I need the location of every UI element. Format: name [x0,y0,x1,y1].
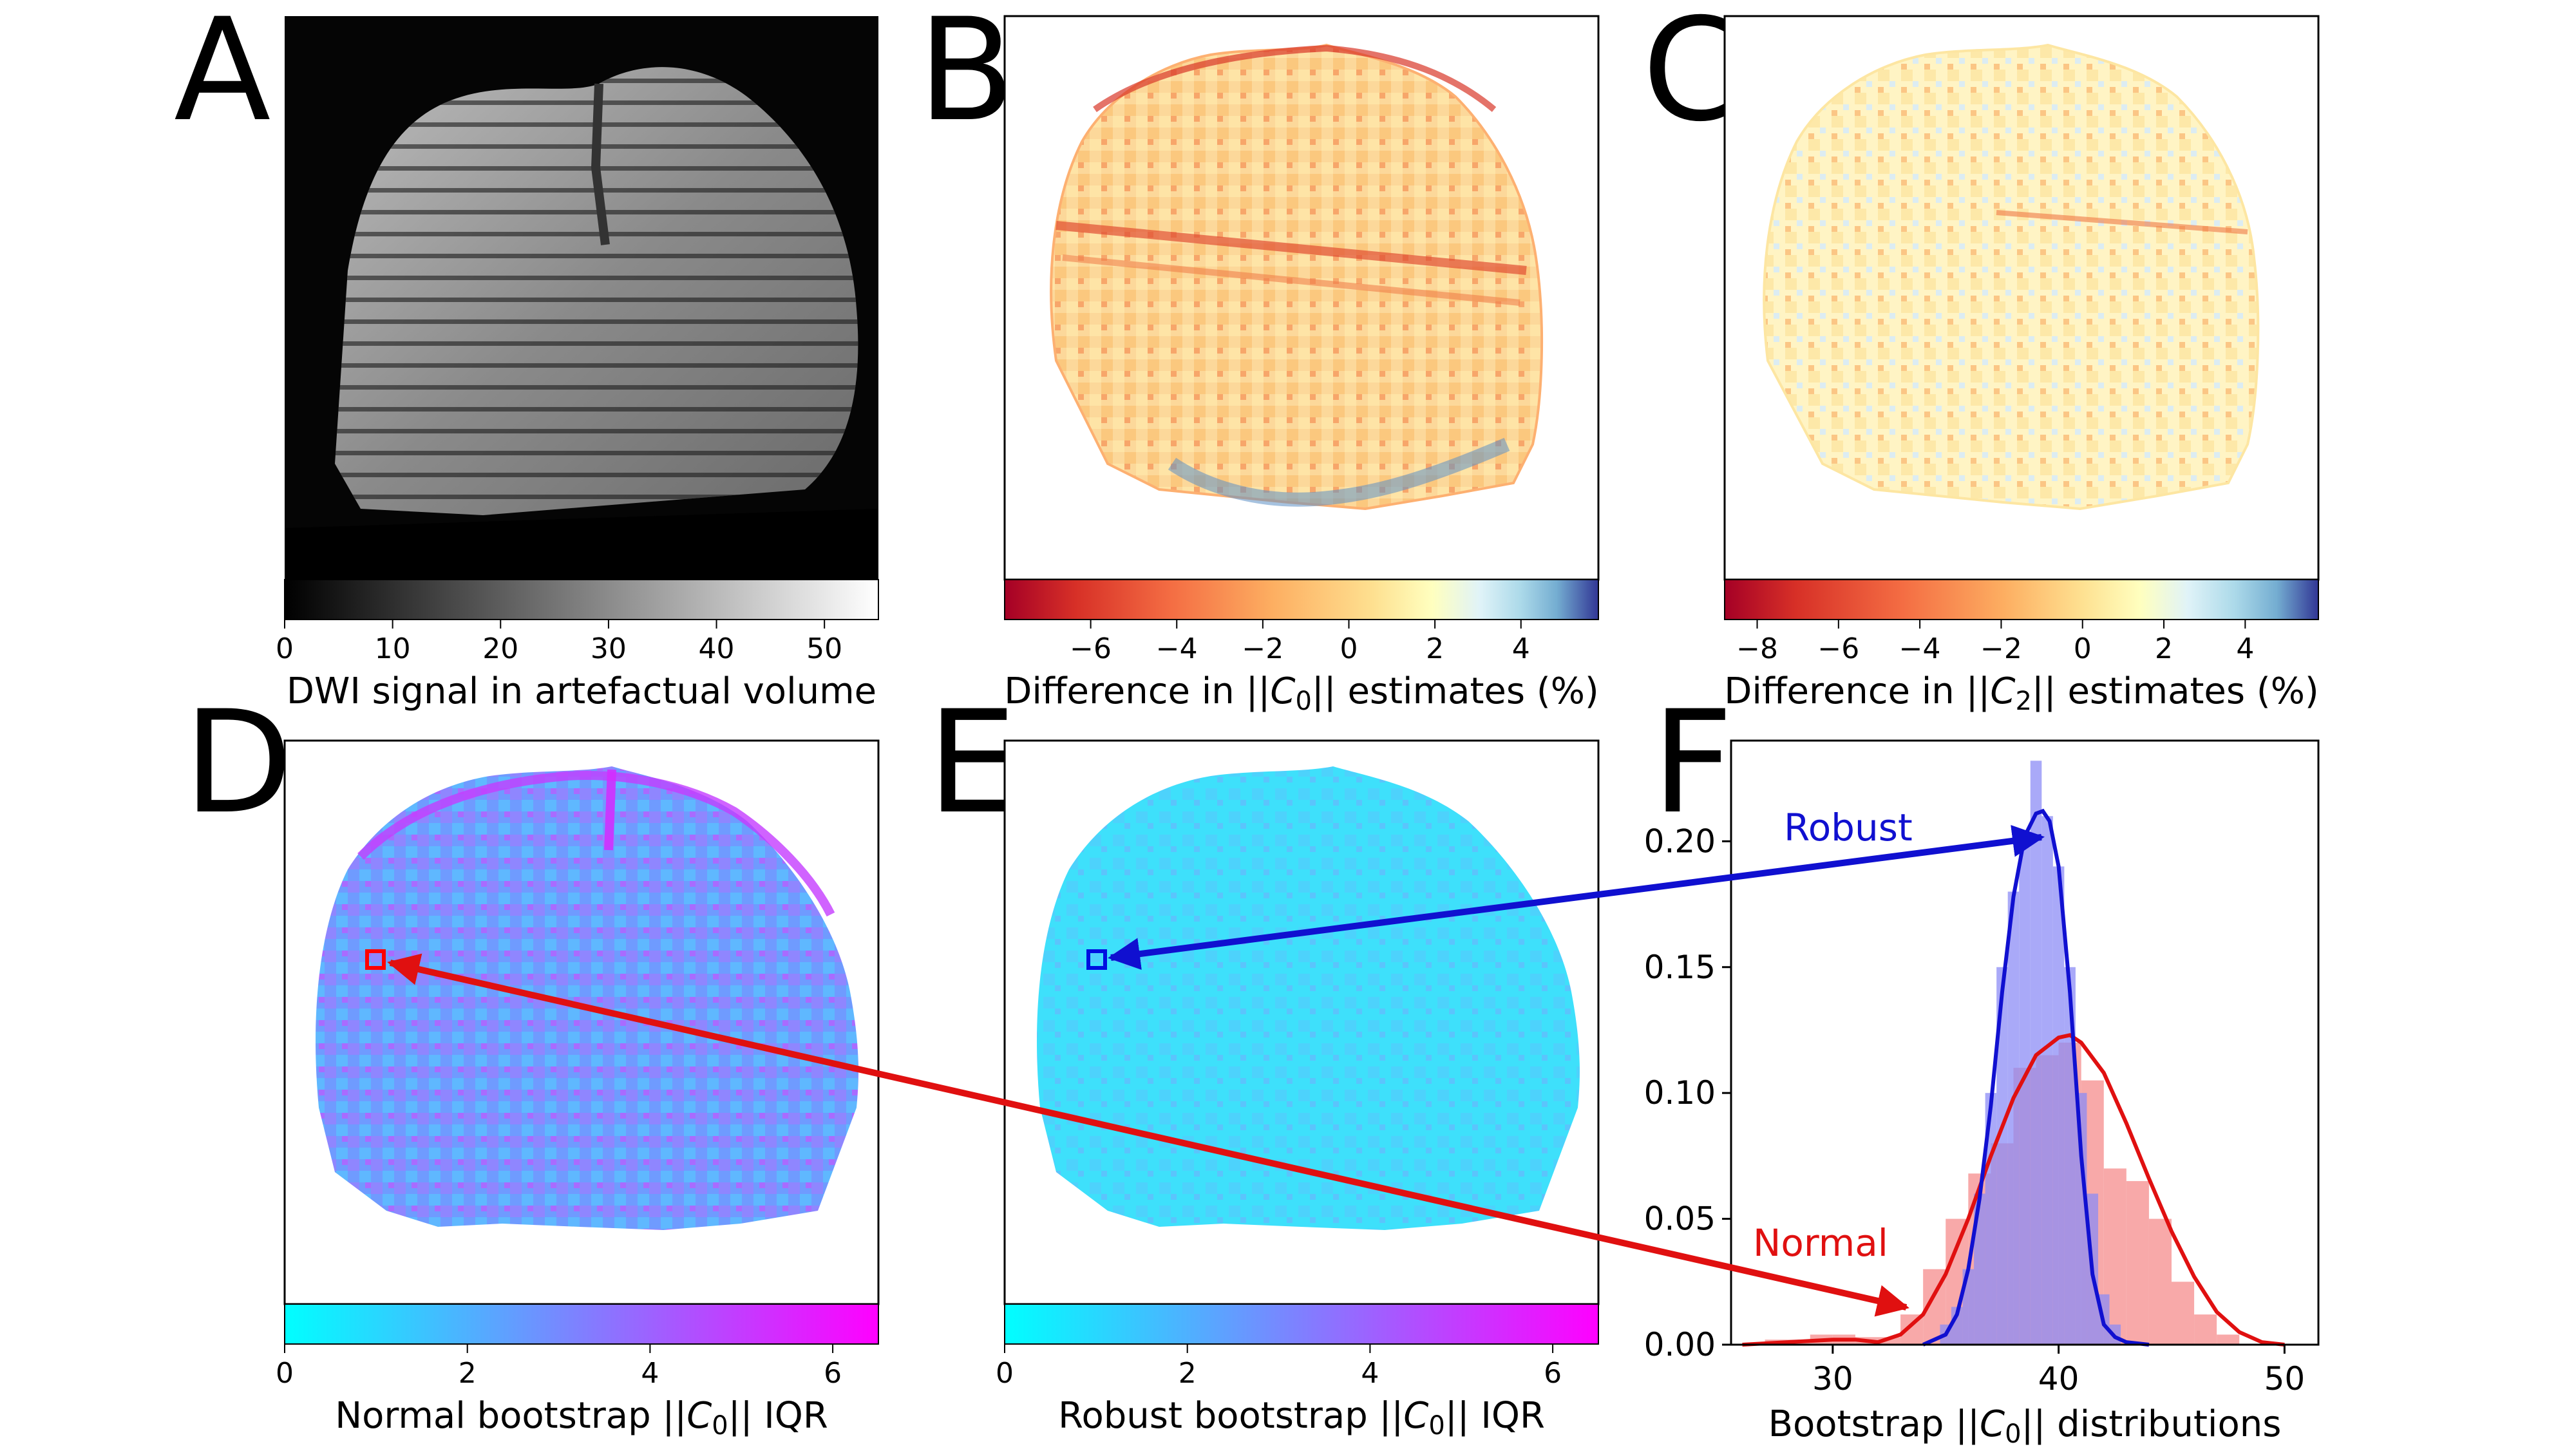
colorbar-tick-label: 4 [1361,1357,1379,1390]
panel-a-colorbar-ticks: 0 10 20 30 40 50 [276,620,842,665]
x-tick-label: 30 [1812,1360,1853,1397]
colorbar-tick-label: 6 [824,1357,842,1390]
colorbar-tick-label: 6 [1544,1357,1562,1390]
hist-bar-robust [2019,841,2031,1345]
panel-b-horizontal-streak [1056,221,1527,275]
panel-d-top-rim [357,771,835,917]
x-tick-label: 40 [2038,1360,2079,1397]
panel-a-stripes [335,67,858,515]
colorbar-tick-label: −2 [1242,632,1283,665]
panel-b-colorbar [1004,579,1599,620]
colorbar-tick-label: −6 [1070,632,1112,665]
panel-b-horizontal-streak-2 [1062,254,1520,306]
hist-bar-robust [1974,1193,1985,1345]
colorbar-tick-label: 40 [699,632,735,665]
colorbar-tick-label: 4 [2236,632,2254,665]
panel-d-colorbar [284,1303,879,1345]
kde-line-robust [1922,808,2150,1347]
colorbar-tick-label: −4 [1899,632,1941,665]
panel-b: −6 −4 −2 0 2 4 Difference in ||C0|| estimates… [1003,15,1600,716]
colorbar-tick-label: 0 [276,1357,294,1390]
y-tick-label: 0.10 [1644,1074,1716,1112]
colorbar-tick-label: 20 [482,632,518,665]
colorbar-tick-label: −6 [1817,632,1859,665]
hist-bar-robust [2075,1093,2087,1345]
arrow-robust [1108,824,2045,971]
hist-bar-normal [2126,1180,2149,1345]
panel-b-blue-bottom [1168,437,1510,507]
hist-bar-robust [2052,866,2065,1345]
panel-e-colorbar-ticks: 0 2 4 6 [996,1344,1562,1390]
panel-a-bottom-shadow [285,509,878,580]
colorbar-tick-label: 50 [806,632,842,665]
panel-b-top-rim [1093,44,1497,113]
panel-e-colorbar-label: Robust bootstrap ||C0|| IQR [1058,1395,1545,1441]
panel-a: 0 10 20 30 40 50 DWI signal in artefactual vo… [276,16,879,712]
hist-bar-robust [1996,967,2008,1345]
hist-bar-robust [1985,1093,1997,1345]
hist-bar-normal [2217,1334,2240,1345]
panel-b-colorbar-ticks: −6 −4 −2 0 2 4 [1070,620,1530,665]
hist-bar-normal [1878,1337,1901,1345]
arrow-normal [387,953,1909,1317]
panel-c-colorbar-ticks: −8 −6 −4 −2 0 2 4 [1736,620,2254,665]
panel-e-colorbar [1004,1303,1599,1345]
panel-c-brain [1763,43,2260,511]
colorbar-tick-label: −8 [1736,632,1778,665]
colorbar-tick-label: 4 [1512,632,1530,665]
colorbar-tick-label: 0 [2074,632,2092,665]
hist-bar-normal [2194,1314,2217,1345]
colorbar-tick-label: −2 [1980,632,2022,665]
panel-c-streak [1996,210,2248,234]
panel-b-brain [1050,43,1544,511]
colorbar-tick-label: 4 [641,1357,659,1390]
y-tick-label: 0.00 [1644,1326,1716,1363]
panel-letter-a: A [174,0,271,153]
panel-c-colorbar [1724,579,2319,620]
x-tick-label: 50 [2264,1360,2306,1397]
panel-c-colorbar-label: Difference in ||C2|| estimates (%) [1724,670,2319,716]
hist-bar-normal [2148,1218,2172,1345]
colorbar-tick-label: 30 [591,632,627,665]
panel-d-fissure [604,769,616,851]
hist-bar-normal [2172,1282,2195,1345]
panel-letter-f: F [1652,680,1734,845]
hist-bar-robust [2007,891,2020,1345]
y-tick-label: 0.20 [1644,822,1716,860]
hist-bar-robust [2064,967,2076,1345]
colorbar-tick-label: 10 [375,632,411,665]
chart-marks [1742,761,2285,1347]
annotation-robust: Robust [1784,806,1913,849]
panel-a-colorbar [284,579,879,620]
panel-letter-d: D [184,680,292,845]
kde-line-normal [1742,1033,2285,1347]
colorbar-tick-label: 2 [2155,632,2173,665]
colorbar-tick-label: −4 [1156,632,1198,665]
colorbar-tick-label: 2 [459,1357,477,1390]
colorbar-tick-label: 0 [1340,632,1358,665]
panel-d: 0 2 4 6 Normal bootstrap ||C0|| IQR [276,739,880,1441]
colorbar-tick-label: 0 [996,1357,1014,1390]
colorbar-tick-label: 2 [1426,632,1444,665]
panel-d-colorbar-ticks: 0 2 4 6 [276,1344,842,1390]
y-tick-label: 0.05 [1644,1200,1716,1238]
panel-b-colorbar-label: Difference in ||C0|| estimates (%) [1004,670,1599,716]
panel-a-colorbar-label: DWI signal in artefactual volume [287,670,876,712]
annotation-normal: Normal [1753,1221,1888,1265]
colorbar-tick-label: 2 [1179,1357,1197,1390]
y-tick-label: 0.15 [1644,949,1716,986]
panel-letter-e: E [927,680,1017,845]
colorbar-tick-label: 0 [276,632,294,665]
hist-bar-robust [2041,816,2053,1345]
panel-d-voxel-marker [365,949,386,970]
chart-xlabel: Bootstrap ||C0|| distributions [1768,1403,2282,1449]
panel-d-colorbar-label: Normal bootstrap ||C0|| IQR [335,1395,828,1441]
panel-a-fissure [591,83,610,245]
panel-c: −8 −6 −4 −2 0 2 4 Difference in ||C2|| estimat… [1723,15,2320,716]
panel-letter-b: B [918,0,1015,153]
panel-e: 0 2 4 6 Robust bootstrap ||C0|| IQR [996,739,1600,1441]
